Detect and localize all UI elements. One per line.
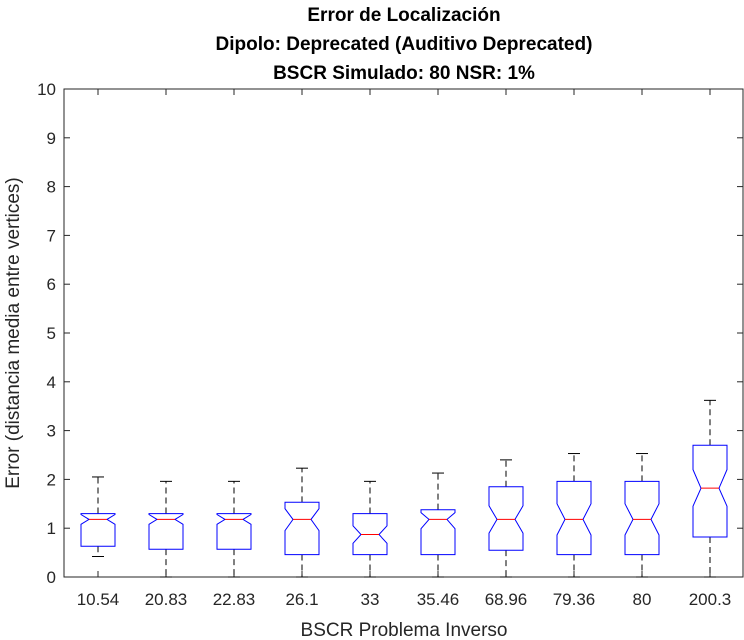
chart-title-line-1: Error de Localización (307, 5, 500, 26)
y-tick-label: 10 (37, 80, 56, 99)
y-tick-label: 2 (47, 470, 56, 489)
chart-title-line-2: Dipolo: Deprecated (Auditivo Deprecated) (216, 34, 593, 55)
plot-area: 0 1 2 3 4 5 6 7 8 9 10 10.54 20.83 22.83 26.1 33 35.46 68… (37, 80, 744, 609)
x-axis-label: BSCR Problema Inverso (301, 620, 508, 640)
box-notched (420, 509, 456, 556)
x-tick-label: 200.3 (689, 590, 732, 609)
x-tick-label: 35.46 (417, 590, 460, 609)
box-notched (692, 444, 728, 538)
box-notched (80, 513, 116, 547)
x-tick-label: 26.1 (285, 590, 318, 609)
box-notched (488, 486, 524, 551)
x-tick-label: 20.83 (145, 590, 188, 609)
x-tick-label: 33 (361, 590, 380, 609)
y-tick-label: 8 (47, 178, 56, 197)
box-notched (284, 501, 320, 556)
y-tick-label: 0 (47, 568, 56, 587)
x-tick-label: 10.54 (77, 590, 120, 609)
y-tick-label: 1 (47, 519, 56, 538)
box-notched (216, 513, 252, 550)
y-axis-label: Error (distancia media entre vertices) (3, 177, 24, 489)
box-notched (624, 480, 660, 556)
x-tick-label: 79.36 (553, 590, 596, 609)
box-notched (556, 480, 592, 556)
x-tick-label: 22.83 (213, 590, 256, 609)
x-tick-label: 68.96 (485, 590, 528, 609)
box-notched (148, 513, 184, 550)
y-tick-label: 6 (47, 275, 56, 294)
y-tick-label: 7 (47, 226, 56, 245)
y-tick-label: 9 (47, 129, 56, 148)
plot-frame (63, 88, 744, 578)
y-tick-label: 3 (47, 422, 56, 441)
x-tick-label: 80 (633, 590, 652, 609)
box-notched (352, 513, 388, 556)
y-tick-label: 5 (47, 324, 56, 343)
chart-title-line-3: BSCR Simulado: 80 NSR: 1% (273, 63, 535, 84)
y-tick-label: 4 (47, 373, 56, 392)
